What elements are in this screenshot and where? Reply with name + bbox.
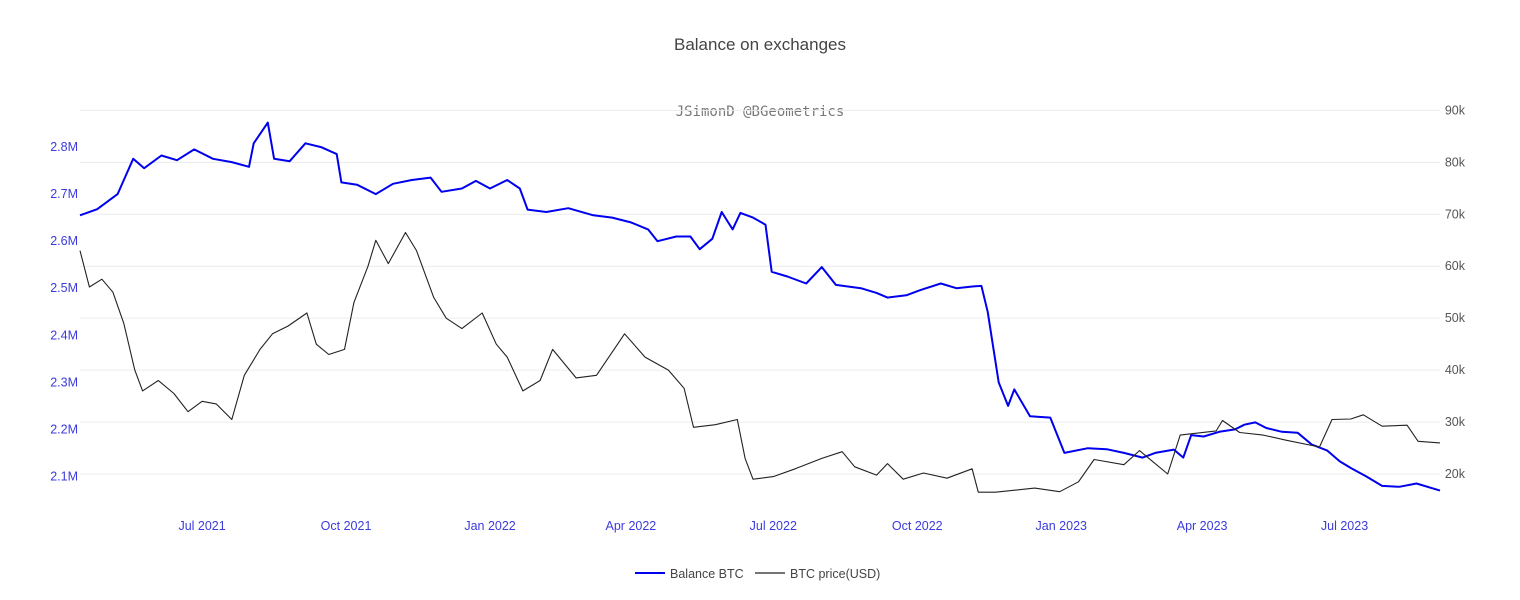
left-axis-ticks: 2.1M 2.2M 2.3M 2.4M 2.5M 2.6M 2.7M 2.8M <box>50 140 78 483</box>
x-axis-ticks: Jul 2021 Oct 2021 Jan 2022 Apr 2022 Jul 2022… <box>178 519 1368 533</box>
left-axis-tick-label: 2.7M <box>50 187 78 201</box>
x-axis-tick-label: Apr 2023 <box>1177 519 1228 533</box>
right-axis-ticks: 20k 30k 40k 50k 60k 70k 80k 90k <box>1445 103 1466 481</box>
x-axis-tick-label: Jul 2022 <box>750 519 797 533</box>
left-axis-tick-label: 2.6M <box>50 234 78 248</box>
chart-subtitle: JSimonD @BGeometrics <box>676 104 845 120</box>
left-axis-tick-label: 2.2M <box>50 422 78 436</box>
right-axis-tick-label: 70k <box>1445 207 1466 221</box>
left-axis-tick-label: 2.1M <box>50 469 78 483</box>
legend-label: BTC price(USD) <box>790 567 880 581</box>
right-axis-tick-label: 90k <box>1445 103 1466 117</box>
x-axis-tick-label: Jan 2022 <box>464 519 515 533</box>
x-axis-tick-label: Apr 2022 <box>606 519 657 533</box>
balance-btc-line <box>79 121 1441 492</box>
chart-title: Balance on exchanges <box>674 35 846 54</box>
x-axis-tick-label: Oct 2021 <box>321 519 372 533</box>
btc-price-line <box>79 231 1441 493</box>
right-axis-tick-label: 60k <box>1445 259 1466 273</box>
legend-item-balance-btc[interactable]: Balance BTC <box>635 567 744 581</box>
right-axis-tick-label: 50k <box>1445 311 1466 325</box>
x-axis-tick-label: Jul 2021 <box>178 519 225 533</box>
right-axis-tick-label: 30k <box>1445 415 1466 429</box>
x-axis-tick-label: Jan 2023 <box>1036 519 1087 533</box>
series-lines <box>79 121 1441 493</box>
left-axis-tick-label: 2.5M <box>50 281 78 295</box>
right-axis-tick-label: 20k <box>1445 467 1466 481</box>
right-axis-tick-label: 40k <box>1445 363 1466 377</box>
grid-lines <box>80 109 1440 475</box>
x-axis-tick-label: Oct 2022 <box>892 519 943 533</box>
legend-item-btc-price[interactable]: BTC price(USD) <box>755 567 880 581</box>
legend[interactable]: Balance BTC BTC price(USD) <box>635 567 880 581</box>
right-axis-tick-label: 80k <box>1445 155 1466 169</box>
legend-label: Balance BTC <box>670 567 744 581</box>
x-axis-tick-label: Jul 2023 <box>1321 519 1368 533</box>
left-axis-tick-label: 2.3M <box>50 375 78 389</box>
left-axis-tick-label: 2.8M <box>50 140 78 154</box>
left-axis-tick-label: 2.4M <box>50 328 78 342</box>
